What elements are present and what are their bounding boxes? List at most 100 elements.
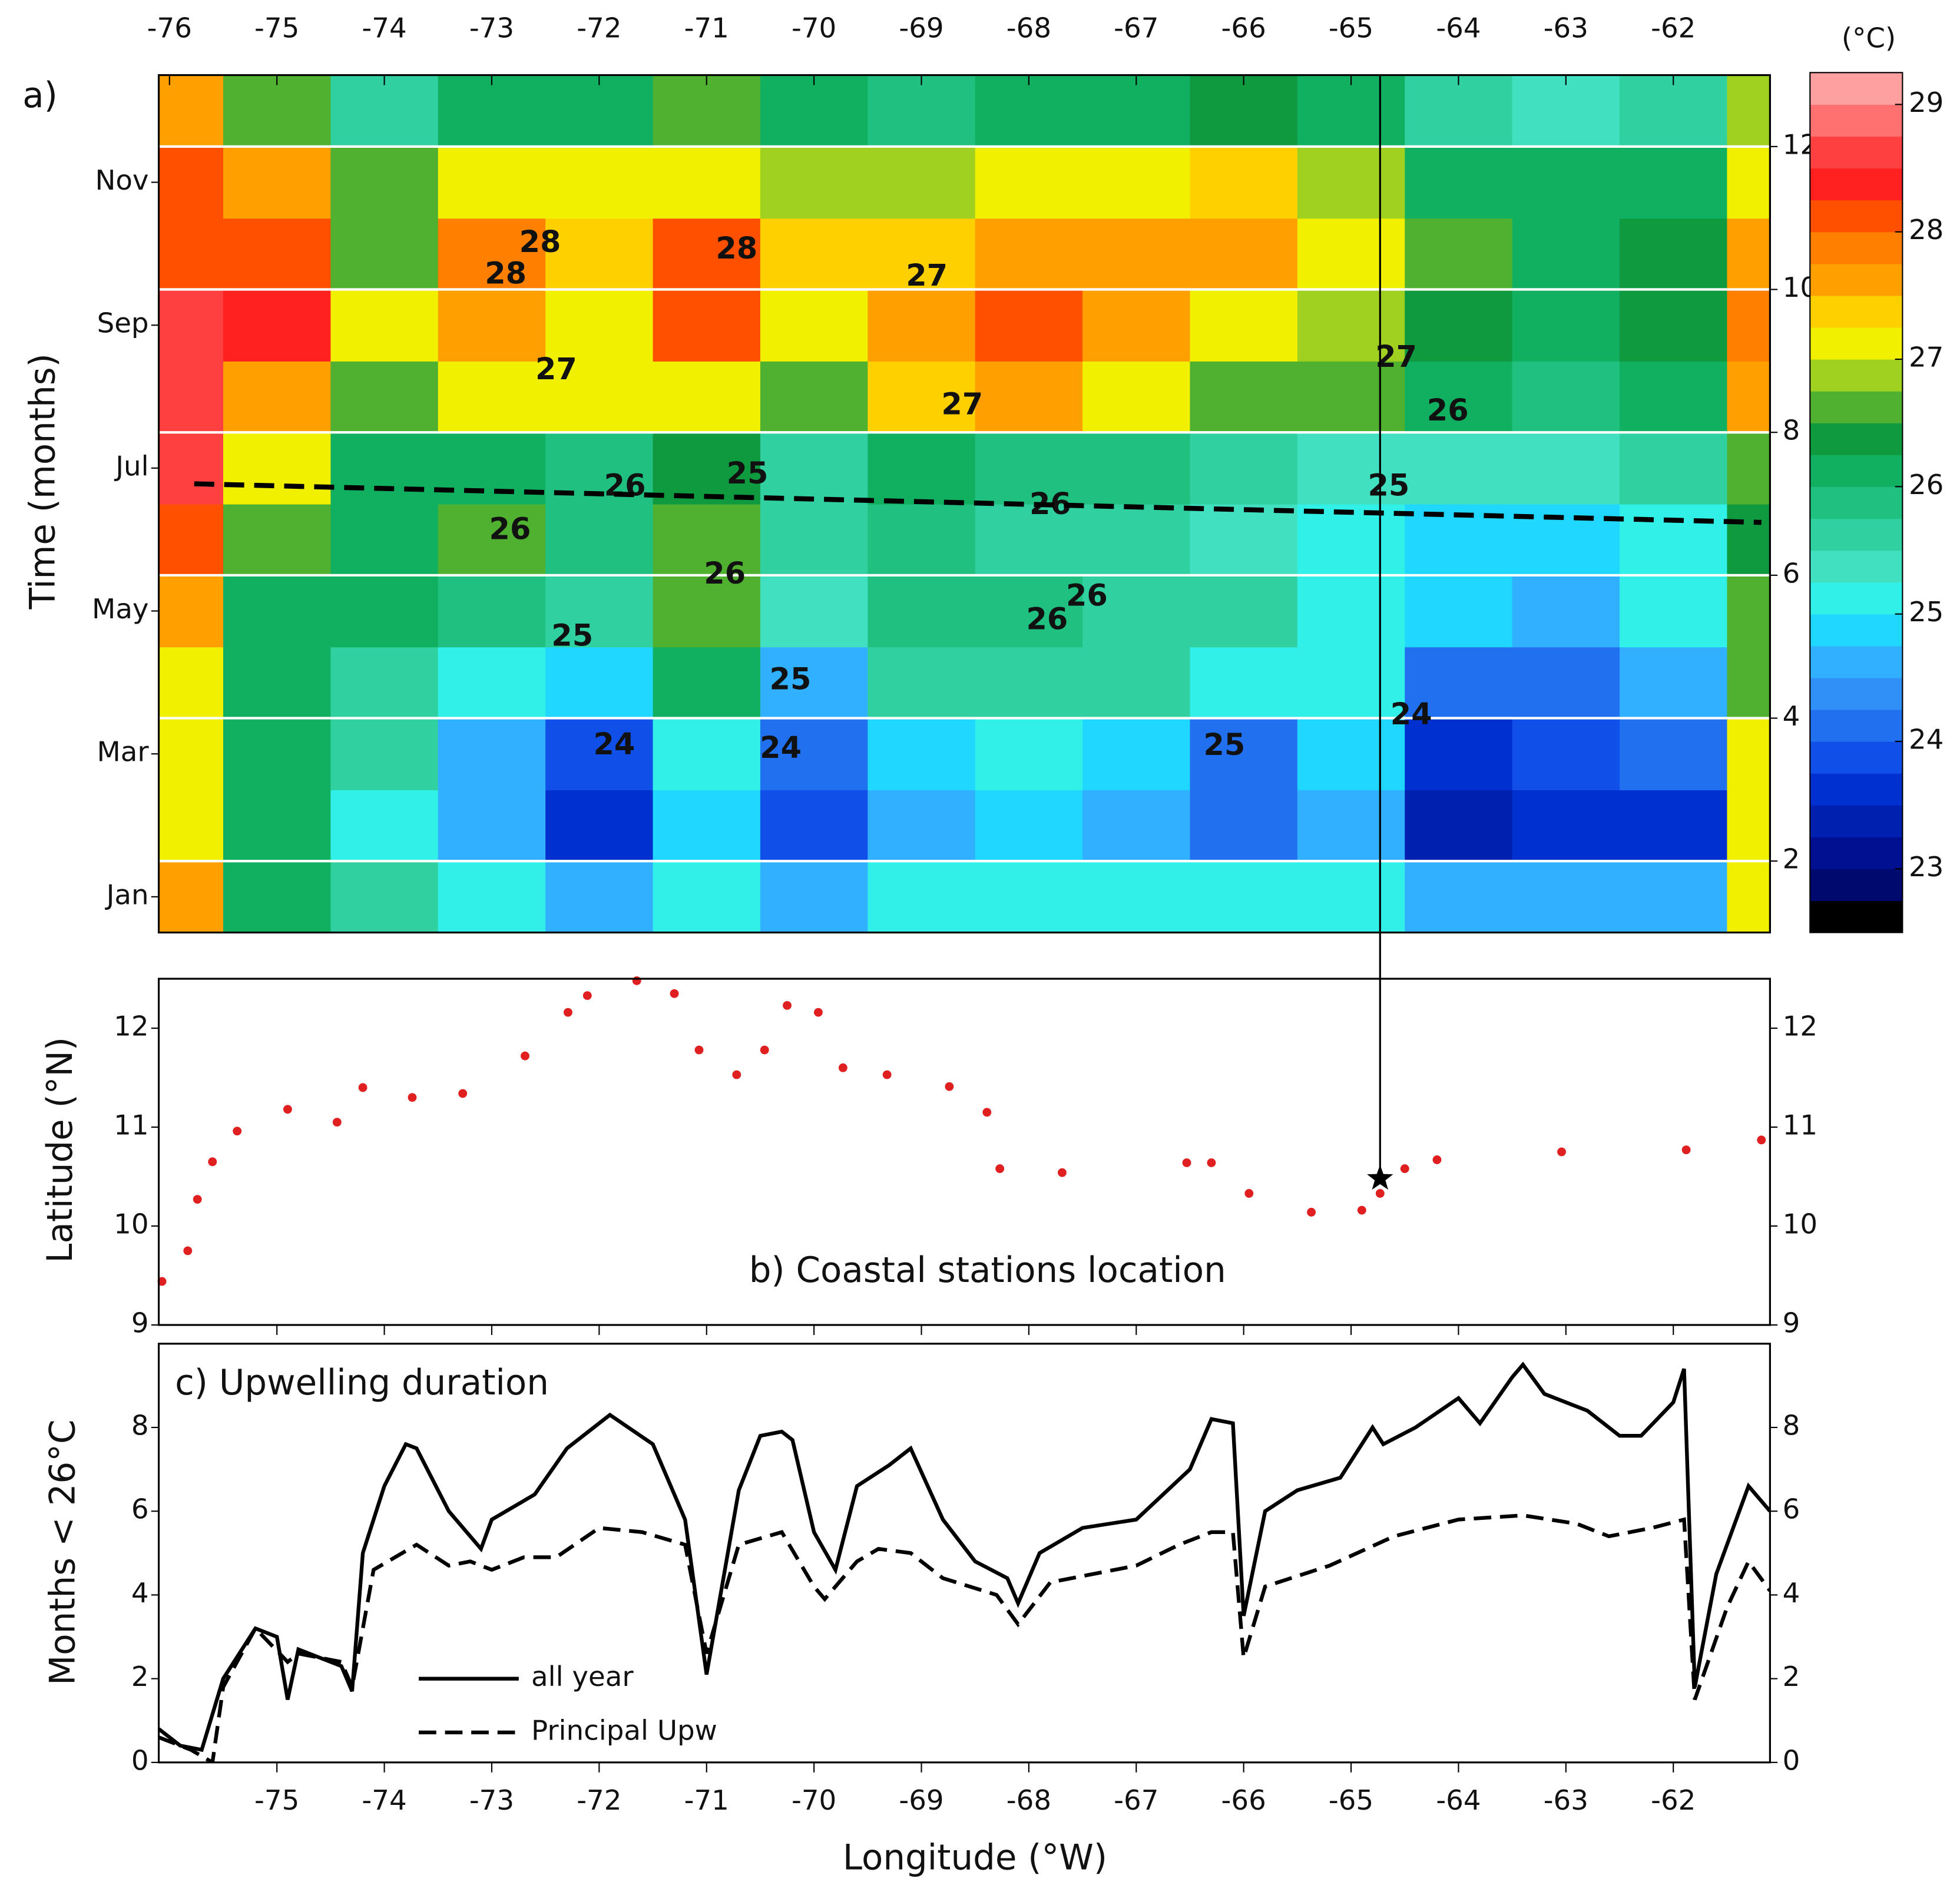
x-tick-label: -73 (469, 1785, 514, 1817)
heat-cell (760, 289, 869, 362)
trend-line (194, 481, 1762, 525)
heat-cell (1620, 718, 1728, 790)
heat-cell (1620, 861, 1728, 933)
colorbar-swatch (1810, 295, 1903, 328)
colorbar-swatch (1810, 550, 1903, 583)
heat-cell (760, 75, 869, 147)
heat-cell (223, 289, 332, 362)
heat-cell (868, 432, 976, 505)
heat-cell (975, 503, 1084, 576)
heat-cell (1297, 218, 1406, 290)
heat-cell (545, 575, 654, 648)
heat-cell (1727, 146, 1770, 219)
contour-label: 27 (535, 352, 577, 387)
heat-cell (975, 789, 1084, 862)
x-tick-label: -66 (1221, 13, 1266, 45)
heat-cell (330, 575, 439, 648)
y-tick-label: Jan (105, 879, 149, 911)
heat-cell (1297, 146, 1406, 219)
heat-cell (868, 75, 976, 147)
heat-cell (223, 647, 332, 719)
colorbar-swatch (1810, 231, 1903, 264)
colorbar-swatch (1810, 709, 1903, 742)
panel-label: a) (22, 75, 58, 116)
heat-cell (1082, 789, 1191, 862)
heat-cell (545, 146, 654, 219)
series-line (158, 1361, 1770, 1752)
x-tick-label: -70 (792, 13, 836, 45)
heat-cell (1405, 218, 1513, 290)
heat-cell (223, 503, 332, 576)
heat-cell (868, 503, 976, 576)
heat-cell (330, 789, 439, 862)
contour-label: 24 (1390, 697, 1432, 732)
station (582, 991, 592, 1000)
heat-cell (438, 861, 547, 933)
heat-cell (1727, 218, 1770, 290)
legend-label: Principal Upw (531, 1715, 717, 1747)
heat-cell (1727, 432, 1770, 505)
plot-frame (157, 74, 1771, 934)
heat-cell (1190, 503, 1298, 576)
y-tick-label: 4 (131, 1578, 149, 1609)
heat-cell (760, 432, 869, 505)
colorbar-swatch (1810, 327, 1903, 360)
heat-cell (1512, 718, 1621, 790)
x-tick-label: -64 (1436, 13, 1481, 45)
heat-cell (975, 218, 1084, 290)
heat-cell (158, 647, 224, 719)
heat-cell (760, 218, 869, 290)
heat-cell (545, 289, 654, 362)
station (358, 1083, 368, 1092)
colorbar-swatch (1810, 168, 1903, 201)
colorbar-swatch (1810, 837, 1903, 870)
colorbar-swatch (1810, 263, 1903, 296)
heat-cell (1727, 861, 1770, 933)
y-tick-label: 10 (114, 1209, 148, 1241)
heat-cell (1620, 575, 1728, 648)
x-tick-label: -75 (254, 13, 299, 45)
station (208, 1157, 217, 1167)
y-tick-label: Jul (114, 450, 148, 482)
heat-cell (438, 146, 547, 219)
x-tick-label: -73 (469, 13, 514, 45)
heat-cell (223, 718, 332, 790)
heat-cell (1082, 75, 1191, 147)
contour-label: 25 (1203, 728, 1245, 763)
x-tick-label: -72 (577, 13, 621, 45)
y-tick-label: 9 (1783, 1307, 1800, 1339)
colorbar-tick-label: 25 (1909, 597, 1944, 628)
colorbar-swatch (1810, 677, 1903, 710)
colorbar-swatch (1810, 773, 1903, 806)
heat-cell (1082, 146, 1191, 219)
station (1557, 1147, 1566, 1157)
heat-cell (1727, 503, 1770, 576)
station (1400, 1164, 1409, 1174)
y-tick-label: 8 (1783, 415, 1800, 447)
heat-cell (1297, 360, 1406, 433)
heat-cell (868, 647, 976, 719)
heat-cell (760, 789, 869, 862)
colorbar-title: (°C) (1842, 23, 1896, 55)
heat-cell (1082, 861, 1191, 933)
heat-cell (223, 218, 332, 290)
y-tick-label: May (92, 594, 149, 625)
colorbar-tick-label: 23 (1909, 852, 1944, 883)
y-tick-label: 0 (1783, 1745, 1800, 1777)
x-tick-label: -66 (1221, 1785, 1266, 1817)
y-tick-label: 10 (1783, 1209, 1817, 1241)
heat-cell (330, 503, 439, 576)
station (193, 1195, 202, 1204)
heat-cell (1082, 503, 1191, 576)
station (1681, 1145, 1691, 1155)
heat-cell (158, 432, 224, 505)
heat-cell (158, 861, 224, 933)
station (332, 1118, 342, 1127)
heat-cell (1620, 289, 1728, 362)
y-tick-label: 12 (1783, 1011, 1817, 1043)
heat-cell (438, 647, 547, 719)
heat-cell (1405, 647, 1513, 719)
heat-cell (158, 718, 224, 790)
series-line (158, 1513, 1770, 1763)
station (632, 976, 641, 985)
